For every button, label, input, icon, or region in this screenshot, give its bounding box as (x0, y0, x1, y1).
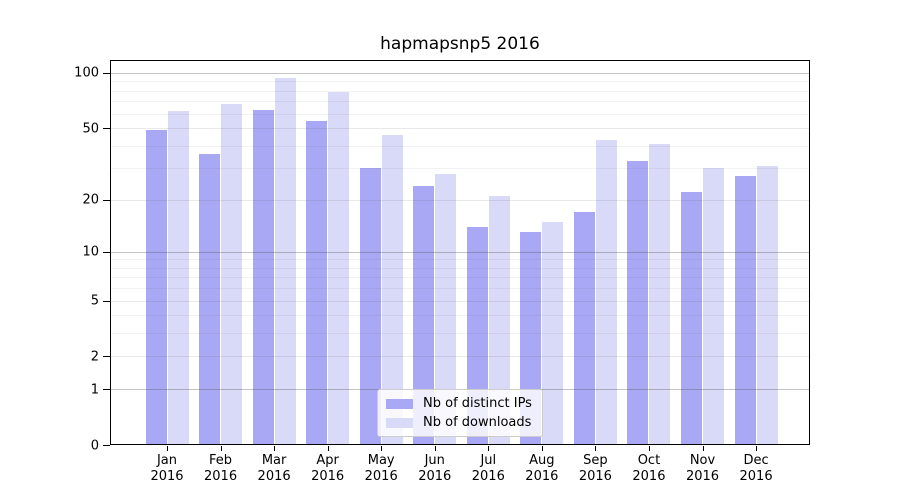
x-tick-feb (220, 446, 222, 451)
bar-downloads-apr (328, 91, 350, 444)
x-tick-mar (274, 446, 276, 451)
x-tick-dec (756, 446, 758, 451)
gridline-100 (111, 72, 809, 74)
gridline-8 (111, 267, 809, 269)
x-tick-may (381, 446, 383, 451)
bar-downloads-nov (703, 168, 724, 444)
x-tick-sep (595, 446, 597, 451)
gridline-50 (111, 128, 809, 130)
gridline-6 (111, 288, 809, 290)
x-tick-label-nov: Nov 2016 (685, 453, 720, 484)
y-tick-label-20: 20 (82, 192, 99, 208)
bar-downloads-jan (167, 111, 189, 444)
bar-downloads-mar (274, 77, 296, 444)
x-tick-aug (541, 446, 543, 451)
y-tick-label-10: 10 (82, 244, 99, 260)
gridline-90 (111, 81, 809, 83)
bar-ips-jun (413, 185, 435, 444)
bar-downloads-oct (649, 143, 671, 444)
x-tick-label-jan: Jan 2016 (150, 453, 184, 484)
x-tick-label-feb: Feb 2016 (204, 453, 238, 484)
y-tick-label-50: 50 (82, 121, 99, 137)
y-tick-20 (103, 199, 110, 201)
gridline-70 (111, 101, 809, 103)
bar-ips-dec (734, 176, 756, 444)
legend: Nb of distinct IPs Nb of downloads (377, 389, 543, 437)
gridline-2 (111, 356, 809, 358)
y-tick-label-100: 100 (74, 65, 99, 81)
y-tick-label-1: 1 (90, 382, 99, 398)
x-tick-label-jul: Jul 2016 (471, 453, 505, 484)
bar-downloads-feb (221, 103, 243, 444)
x-tick-label-apr: Apr 2016 (311, 453, 345, 484)
bar-ips-mar (252, 109, 274, 444)
gridline-80 (111, 90, 809, 92)
y-tick-50 (103, 128, 110, 130)
y-tick-0 (103, 445, 110, 446)
y-tick-label-2: 2 (90, 349, 99, 365)
y-tick-2 (103, 356, 110, 358)
bar-ips-apr (306, 120, 328, 444)
x-tick-jul (488, 446, 490, 451)
y-tick-label-5: 5 (90, 293, 99, 309)
gridline-3 (111, 333, 809, 335)
bar-ips-may (359, 168, 381, 444)
bar-ips-sep (573, 212, 595, 444)
gridline-20 (111, 199, 809, 201)
bar-ips-oct (627, 160, 649, 444)
bar-downloads-sep (595, 139, 617, 444)
legend-swatch-downloads (386, 417, 413, 428)
x-tick-jun (434, 446, 436, 451)
bar-ips-jan (145, 129, 167, 444)
x-tick-label-may: May 2016 (364, 453, 398, 484)
bar-downloads-jun (435, 173, 457, 444)
gridline-4 (111, 315, 809, 317)
x-tick-oct (648, 446, 650, 451)
gridline-40 (111, 145, 809, 147)
x-tick-label-jun: Jun 2016 (418, 453, 452, 484)
legend-label-distinct-ips: Nb of distinct IPs (423, 396, 532, 411)
bar-downloads-jul (488, 195, 510, 444)
bar-ips-nov (681, 192, 702, 444)
chart-title: hapmapsnp5 2016 (380, 34, 540, 54)
gridline-5 (111, 300, 809, 302)
x-tick-label-dec: Dec 2016 (739, 453, 773, 484)
plot-area (110, 60, 810, 445)
x-tick-label-mar: Mar 2016 (257, 453, 291, 484)
gridline-60 (111, 113, 809, 115)
x-tick-label-aug: Aug 2016 (525, 453, 559, 484)
gridline-7 (111, 277, 809, 279)
legend-swatch-distinct-ips (386, 398, 413, 409)
x-tick-label-oct: Oct 2016 (632, 453, 666, 484)
x-tick-jan (167, 446, 168, 451)
y-tick-100 (103, 72, 110, 74)
gridline-30 (111, 168, 809, 170)
gridline-9 (111, 259, 809, 261)
bar-downloads-aug (542, 221, 564, 444)
y-tick-1 (103, 389, 110, 391)
y-tick-5 (103, 300, 110, 302)
x-tick-label-sep: Sep 2016 (578, 453, 612, 484)
legend-label-downloads: Nb of downloads (423, 415, 532, 430)
bar-ips-feb (199, 153, 221, 444)
legend-item-downloads: Nb of downloads (386, 415, 542, 430)
legend-item-distinct-ips: Nb of distinct IPs (386, 396, 542, 411)
x-tick-nov (702, 446, 704, 451)
bar-downloads-may (381, 134, 403, 444)
y-tick-label-0: 0 (90, 438, 99, 453)
x-tick-apr (327, 446, 329, 451)
bar-downloads-dec (756, 165, 778, 444)
y-tick-10 (103, 251, 110, 253)
gridline-10 (111, 251, 809, 253)
